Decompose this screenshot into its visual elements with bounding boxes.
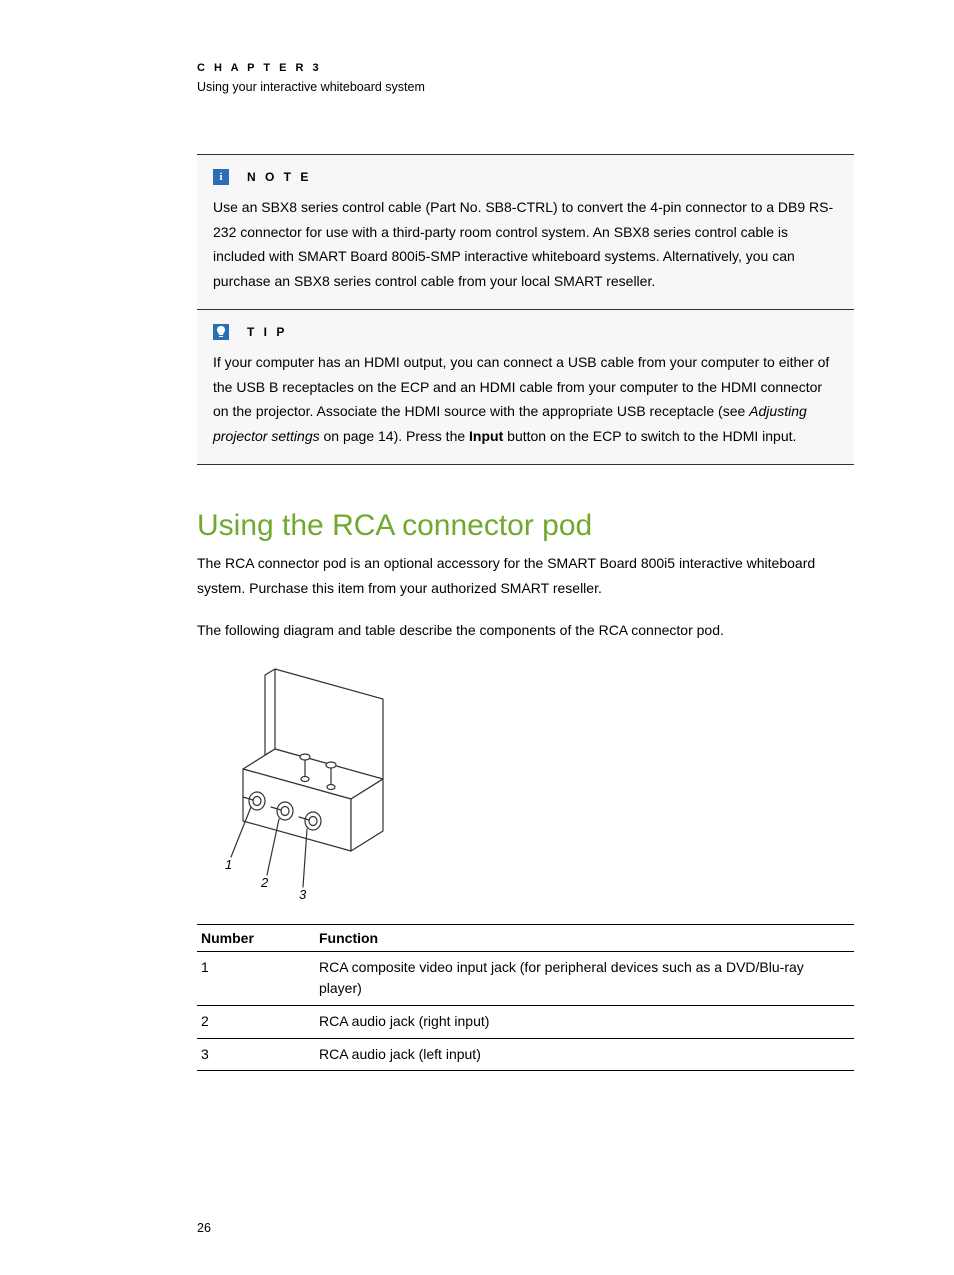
cell-number: 1	[197, 951, 315, 1005]
components-table: Number Function 1 RCA composite video in…	[197, 924, 854, 1072]
section-para-2: The following diagram and table describe…	[197, 618, 854, 643]
tip-header: T I P	[213, 324, 838, 340]
tip-body-post: button on the ECP to switch to the HDMI …	[503, 428, 796, 444]
diagram-label-2: 2	[260, 875, 269, 890]
note-body: Use an SBX8 series control cable (Part N…	[213, 195, 838, 293]
tip-body-pre: If your computer has an HDMI output, you…	[213, 354, 829, 419]
cell-function: RCA audio jack (left input)	[315, 1038, 854, 1071]
table-row: 2 RCA audio jack (right input)	[197, 1005, 854, 1038]
diagram-label-1: 1	[225, 857, 232, 872]
note-callout: i N O T E Use an SBX8 series control cab…	[197, 154, 854, 310]
cell-function: RCA audio jack (right input)	[315, 1005, 854, 1038]
tip-title: T I P	[247, 325, 287, 339]
section-para-1: The RCA connector pod is an optional acc…	[197, 551, 854, 600]
note-header: i N O T E	[213, 169, 838, 185]
chapter-label: C H A P T E R 3	[197, 62, 854, 74]
tip-body: If your computer has an HDMI output, you…	[213, 350, 838, 448]
table-row: 3 RCA audio jack (left input)	[197, 1038, 854, 1071]
tip-body-mid: on page 14). Press the	[320, 428, 469, 444]
chapter-subtitle: Using your interactive whiteboard system	[197, 80, 854, 94]
cell-function: RCA composite video input jack (for peri…	[315, 951, 854, 1005]
tip-callout: T I P If your computer has an HDMI outpu…	[197, 310, 854, 465]
col-header-number: Number	[197, 924, 315, 951]
note-title: N O T E	[247, 170, 311, 184]
table-row: 1 RCA composite video input jack (for pe…	[197, 951, 854, 1005]
rca-pod-diagram: 1 2 3	[213, 661, 854, 906]
lightbulb-icon	[213, 324, 229, 340]
info-icon: i	[213, 169, 229, 185]
col-header-function: Function	[315, 924, 854, 951]
table-header-row: Number Function	[197, 924, 854, 951]
page-number: 26	[197, 1221, 854, 1235]
section-heading: Using the RCA connector pod	[197, 509, 854, 543]
tip-body-bold: Input	[469, 428, 503, 444]
cell-number: 3	[197, 1038, 315, 1071]
document-page: C H A P T E R 3 Using your interactive w…	[0, 0, 954, 1275]
diagram-label-3: 3	[299, 887, 307, 901]
cell-number: 2	[197, 1005, 315, 1038]
